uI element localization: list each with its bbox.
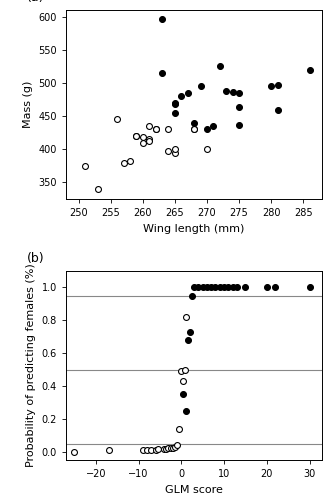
Point	[140, 134, 145, 141]
Point	[172, 109, 177, 117]
Point	[221, 284, 227, 292]
Point	[160, 69, 165, 77]
Point	[127, 156, 133, 164]
Point	[200, 284, 205, 292]
Point	[230, 284, 235, 292]
Y-axis label: Mass (g): Mass (g)	[23, 81, 33, 128]
Point	[191, 126, 197, 134]
Point	[198, 82, 203, 90]
Point	[166, 148, 171, 156]
Text: (b): (b)	[27, 252, 44, 266]
Point	[166, 444, 171, 452]
Point	[153, 126, 158, 134]
Point	[237, 89, 242, 97]
Point	[234, 284, 240, 292]
Point	[172, 146, 177, 154]
Point	[106, 446, 111, 454]
Point	[184, 313, 189, 321]
Point	[168, 444, 173, 452]
Point	[72, 448, 77, 456]
Point	[268, 82, 274, 90]
Point	[185, 336, 190, 344]
Point	[217, 284, 222, 292]
Point	[114, 116, 120, 124]
Point	[224, 87, 229, 95]
Point	[179, 367, 184, 375]
Point	[172, 148, 177, 156]
Point	[187, 328, 192, 336]
X-axis label: GLM score: GLM score	[165, 484, 223, 494]
Point	[307, 284, 312, 292]
Point	[237, 121, 242, 129]
Point	[134, 132, 139, 140]
Point	[237, 103, 242, 111]
Point	[172, 443, 178, 451]
Point	[211, 122, 216, 130]
Point	[160, 16, 165, 24]
Point	[153, 126, 158, 134]
Point	[204, 146, 210, 154]
Point	[191, 119, 197, 127]
Point	[176, 425, 182, 433]
Point	[191, 126, 197, 134]
Point	[172, 99, 177, 107]
Point	[196, 284, 201, 292]
Point	[209, 284, 214, 292]
X-axis label: Wing length (mm): Wing length (mm)	[143, 224, 245, 234]
Point	[191, 284, 197, 292]
Point	[140, 446, 145, 454]
Point	[147, 136, 152, 144]
Text: (a): (a)	[27, 0, 44, 4]
Point	[121, 158, 126, 166]
Point	[181, 390, 186, 398]
Point	[155, 446, 160, 454]
Point	[144, 446, 150, 454]
Point	[264, 284, 269, 292]
Point	[273, 284, 278, 292]
Point	[172, 100, 177, 108]
Point	[307, 66, 312, 74]
Point	[170, 444, 175, 452]
Point	[95, 185, 101, 193]
Point	[230, 88, 235, 96]
Point	[275, 106, 280, 114]
Point	[204, 284, 210, 292]
Point	[164, 446, 169, 454]
Point	[147, 122, 152, 130]
Point	[162, 446, 167, 454]
Point	[153, 446, 158, 454]
Point	[243, 284, 248, 292]
Point	[226, 284, 231, 292]
Point	[185, 89, 190, 97]
Point	[275, 81, 280, 89]
Point	[134, 132, 139, 140]
Y-axis label: Probability of predicting females (%): Probability of predicting females (%)	[26, 264, 36, 468]
Point	[140, 138, 145, 146]
Point	[147, 136, 152, 143]
Point	[183, 406, 188, 414]
Point	[149, 446, 154, 454]
Point	[166, 126, 171, 134]
Point	[181, 377, 186, 385]
Point	[204, 126, 210, 134]
Point	[217, 62, 222, 70]
Point	[190, 292, 195, 300]
Point	[182, 366, 187, 374]
Point	[174, 441, 180, 449]
Point	[179, 92, 184, 100]
Point	[213, 284, 218, 292]
Point	[82, 162, 88, 170]
